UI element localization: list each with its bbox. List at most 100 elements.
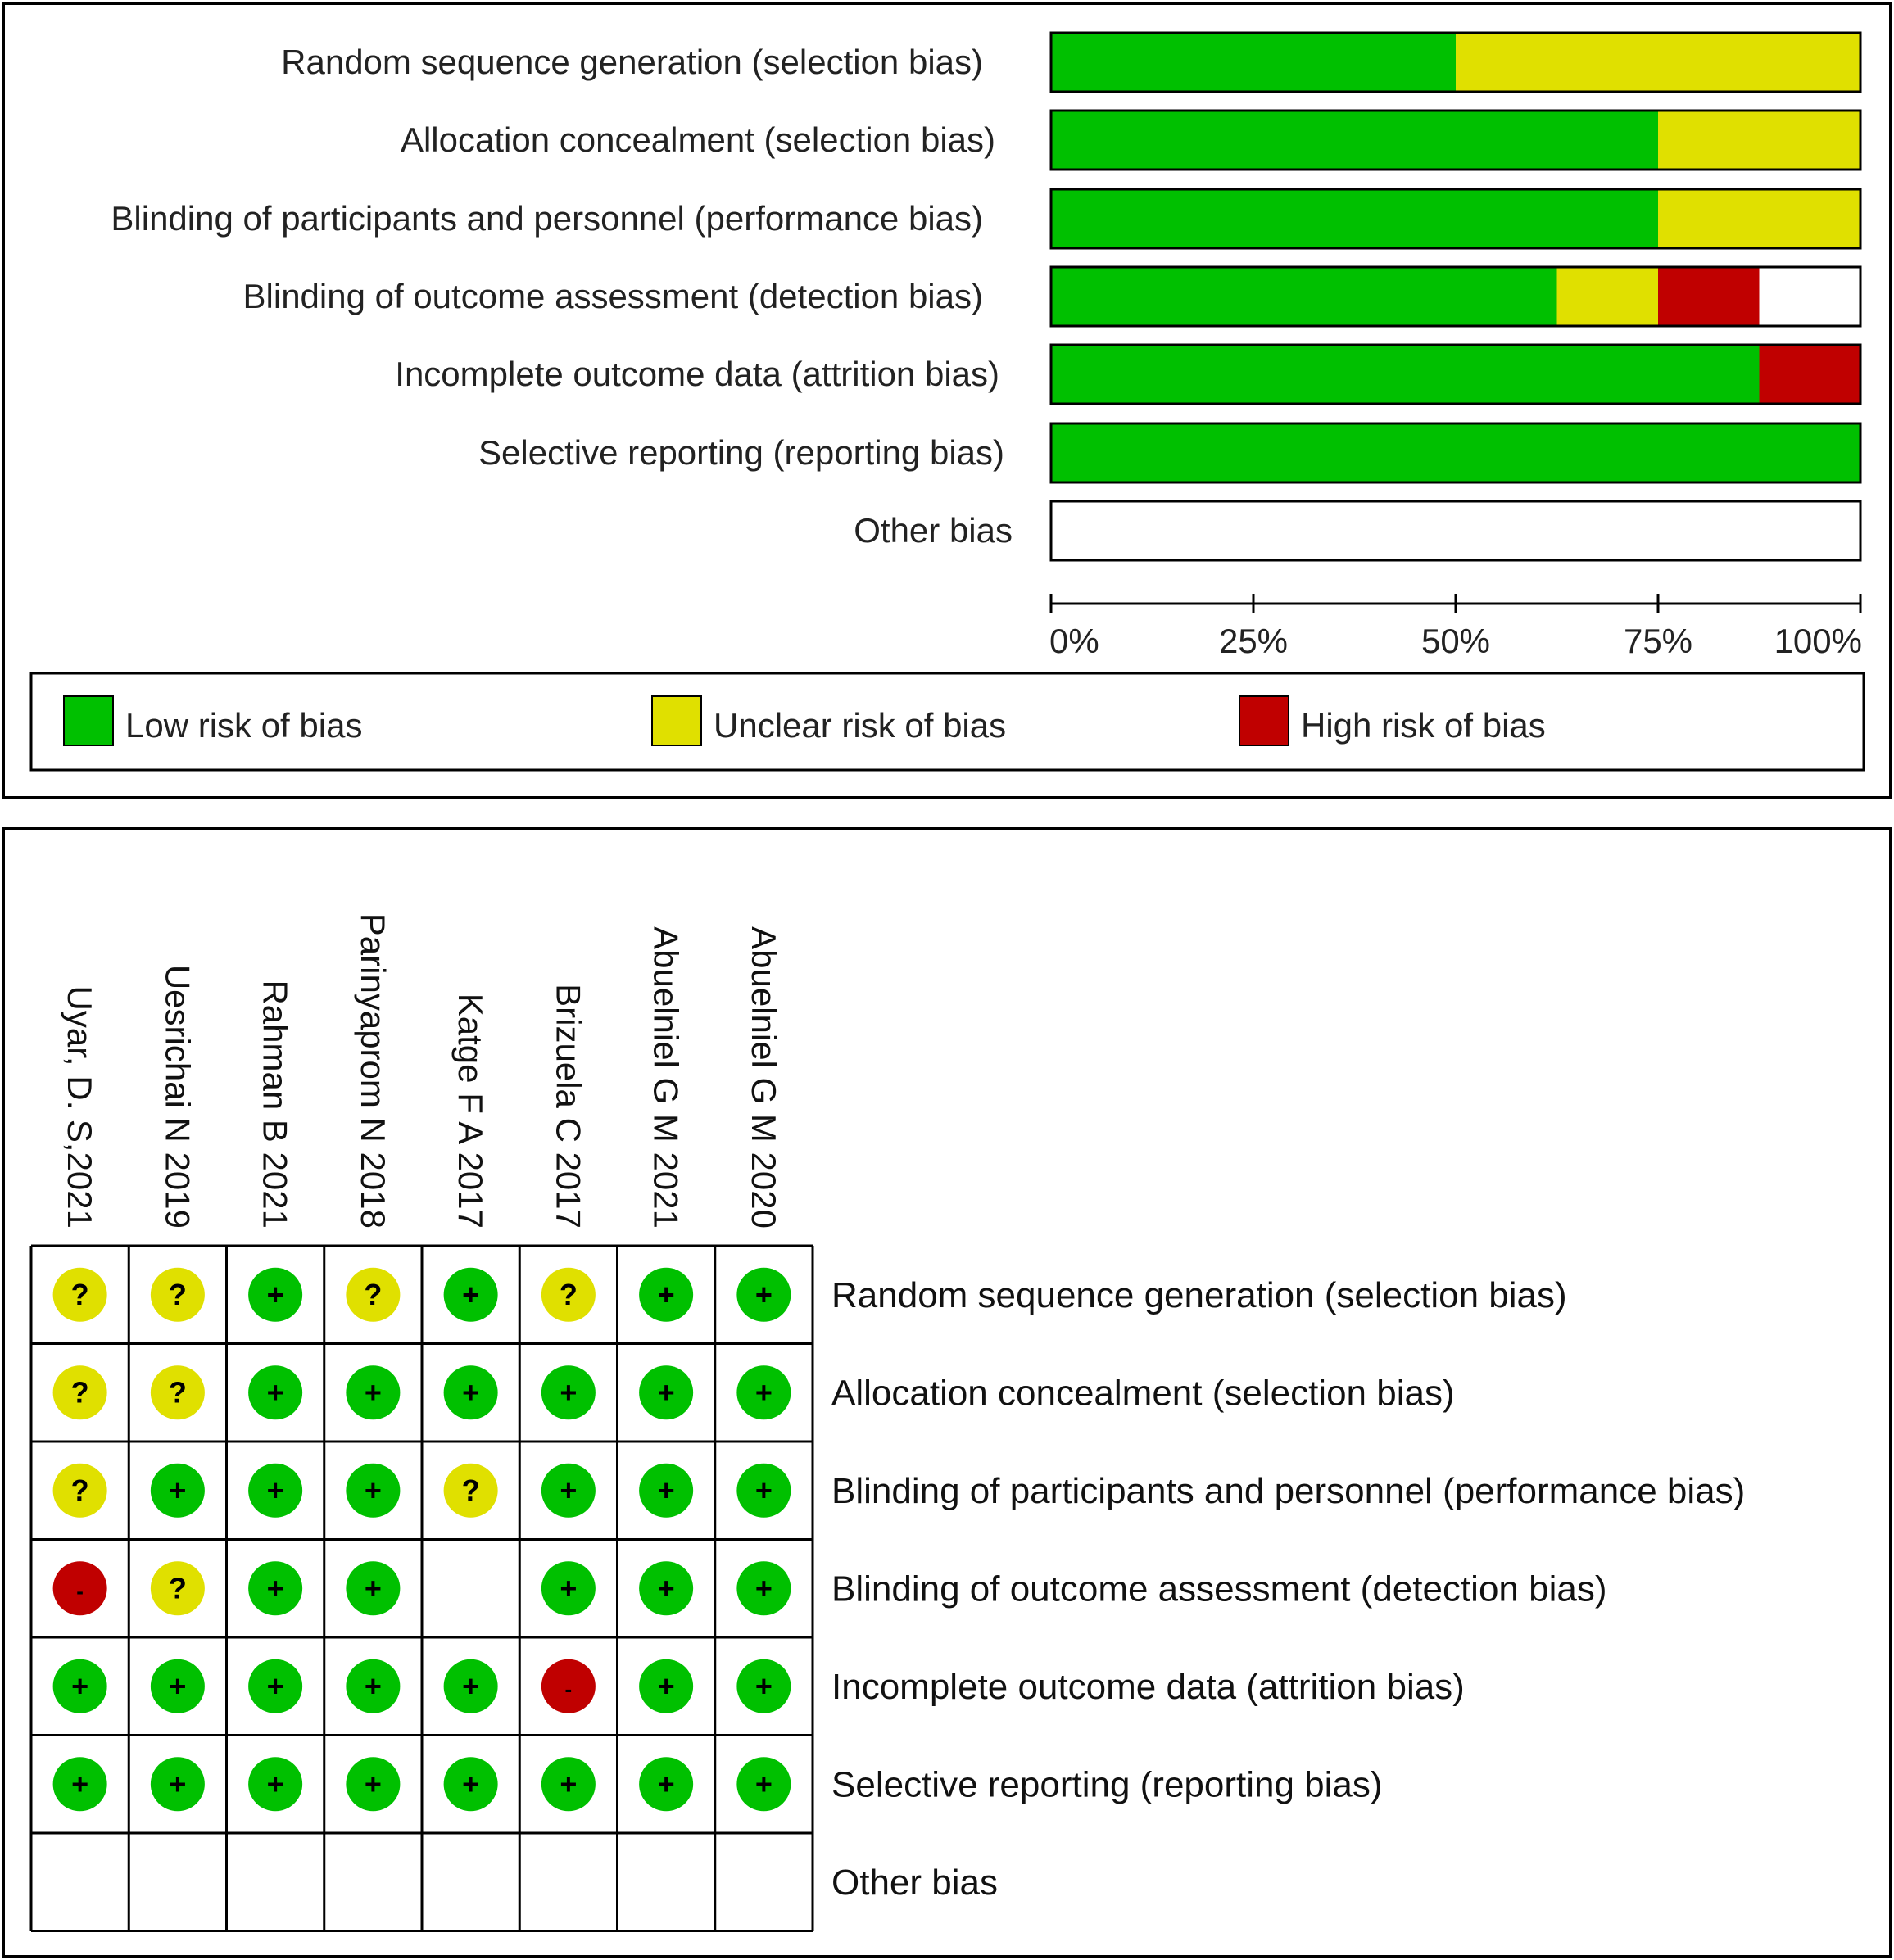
x-tick-label: 100% <box>1774 622 1862 660</box>
x-tick-label: 50% <box>1421 622 1490 660</box>
risk-symbol-text: + <box>365 1473 382 1507</box>
unclear-risk-symbol: ? <box>52 1463 107 1518</box>
risk-symbol-text: ? <box>71 1375 89 1409</box>
risk-circle <box>150 1463 205 1518</box>
unclear-risk-symbol: ? <box>150 1365 205 1420</box>
bar-segment-low-risk-of-bias <box>1051 33 1456 92</box>
risk-symbol-text: + <box>462 1375 479 1409</box>
bar-segment-low-risk-of-bias <box>1051 111 1658 170</box>
low-risk-symbol: + <box>443 1267 498 1322</box>
low-risk-symbol: + <box>736 1659 791 1713</box>
low-risk-symbol: + <box>736 1757 791 1812</box>
risk-circle <box>736 1757 791 1812</box>
risk-symbol-text: ? <box>169 1375 187 1409</box>
risk-circle <box>248 1463 303 1518</box>
risk-circle <box>541 1365 596 1420</box>
risk-circle <box>443 1757 498 1812</box>
low-risk-symbol: + <box>639 1757 694 1812</box>
risk-symbol-text: - <box>76 1578 84 1603</box>
domain-label: Allocation concealment (selection bias) <box>831 1373 1455 1413</box>
risk-symbol-text: + <box>658 1278 675 1311</box>
risk-circle <box>443 1659 498 1713</box>
risk-circle <box>639 1561 694 1616</box>
domain-label: Incomplete outcome data (attrition bias) <box>831 1667 1465 1707</box>
low-risk-symbol: + <box>736 1463 791 1518</box>
bar-category-label: Blinding of participants and personnel (… <box>111 199 983 238</box>
domain-label: Random sequence generation (selection bi… <box>831 1275 1567 1315</box>
study-label: Uesrichai N 2019 <box>158 965 197 1229</box>
risk-symbol-text: + <box>267 1278 284 1311</box>
domain-label: Other bias <box>831 1863 998 1903</box>
risk-symbol-text: + <box>267 1375 284 1409</box>
risk-circle <box>541 1267 596 1322</box>
risk-symbol-text: + <box>755 1278 773 1311</box>
low-risk-symbol: + <box>248 1463 303 1518</box>
risk-circle <box>248 1561 303 1616</box>
bar-segment-unclear-risk-of-bias <box>1456 33 1860 92</box>
legend-label: Unclear risk of bias <box>714 706 1006 745</box>
risk-symbol-text: + <box>658 1571 675 1605</box>
legend-label: High risk of bias <box>1301 706 1546 745</box>
bar-category-label: Selective reporting (reporting bias) <box>478 433 1004 472</box>
risk-circle <box>248 1365 303 1420</box>
bar-outline <box>1049 188 1862 250</box>
risk-symbol-text: + <box>71 1767 88 1800</box>
risk-symbol-text: + <box>755 1473 773 1507</box>
low-risk-symbol: + <box>248 1757 303 1812</box>
study-label: Parinyaprom N 2018 <box>354 913 392 1229</box>
risk-circle <box>736 1659 791 1713</box>
risk-circle <box>150 1365 205 1420</box>
risk-circle <box>52 1757 107 1812</box>
risk-symbol-text: + <box>755 1375 773 1409</box>
x-tick-label: 25% <box>1219 622 1288 660</box>
risk-circle <box>443 1463 498 1518</box>
low-risk-symbol: + <box>248 1561 303 1616</box>
low-risk-symbol: + <box>541 1463 596 1518</box>
risk-symbol-text: + <box>560 1473 577 1507</box>
low-risk-symbol: + <box>346 1463 401 1518</box>
domain-label: Blinding of outcome assessment (detectio… <box>831 1568 1607 1609</box>
low-risk-symbol: + <box>346 1757 401 1812</box>
risk-circle <box>639 1463 694 1518</box>
unclear-risk-symbol: ? <box>541 1267 596 1322</box>
risk-table-panel <box>2 827 1892 1958</box>
risk-symbol-text: + <box>755 1571 773 1605</box>
legend-swatch <box>1239 695 1289 746</box>
risk-circle <box>346 1757 401 1812</box>
risk-symbol-text: + <box>462 1767 479 1800</box>
risk-symbol-text: ? <box>169 1571 187 1605</box>
bar-category-label: Incomplete outcome data (attrition bias) <box>395 355 999 393</box>
bar-segment-low-risk-of-bias <box>1051 345 1760 404</box>
bar-outline <box>1049 265 1862 328</box>
low-risk-symbol: + <box>639 1365 694 1420</box>
unclear-risk-symbol: ? <box>150 1561 205 1616</box>
bar-segment-low-risk-of-bias <box>1051 267 1557 326</box>
low-risk-symbol: + <box>736 1561 791 1616</box>
low-risk-symbol: + <box>443 1365 498 1420</box>
bar-category-label: Blinding of outcome assessment (detectio… <box>243 277 983 315</box>
low-risk-symbol: + <box>150 1659 205 1713</box>
risk-circle <box>346 1365 401 1420</box>
low-risk-symbol: + <box>736 1365 791 1420</box>
high-risk-symbol: - <box>541 1659 596 1713</box>
risk-circle <box>346 1463 401 1518</box>
risk-symbol-text: ? <box>364 1278 382 1311</box>
risk-symbol-text: + <box>169 1473 186 1507</box>
risk-circle <box>736 1463 791 1518</box>
study-label: Katge F A 2017 <box>451 994 490 1229</box>
domain-label: Selective reporting (reporting bias) <box>831 1764 1383 1804</box>
unclear-risk-symbol: ? <box>150 1267 205 1322</box>
risk-symbol-text: + <box>462 1669 479 1703</box>
risk-circle <box>736 1267 791 1322</box>
x-tick-label: 0% <box>1049 622 1099 660</box>
risk-circle <box>639 1365 694 1420</box>
risk-symbol-text: + <box>560 1767 577 1800</box>
risk-symbol-text: + <box>658 1767 675 1800</box>
risk-circle <box>346 1659 401 1713</box>
risk-circle <box>346 1267 401 1322</box>
study-label: Abuelniel G M 2020 <box>745 926 783 1229</box>
bar-segment-high-risk-of-bias <box>1658 267 1760 326</box>
study-label: Abuelniel G M 2021 <box>647 926 686 1229</box>
low-risk-symbol: + <box>150 1463 205 1518</box>
